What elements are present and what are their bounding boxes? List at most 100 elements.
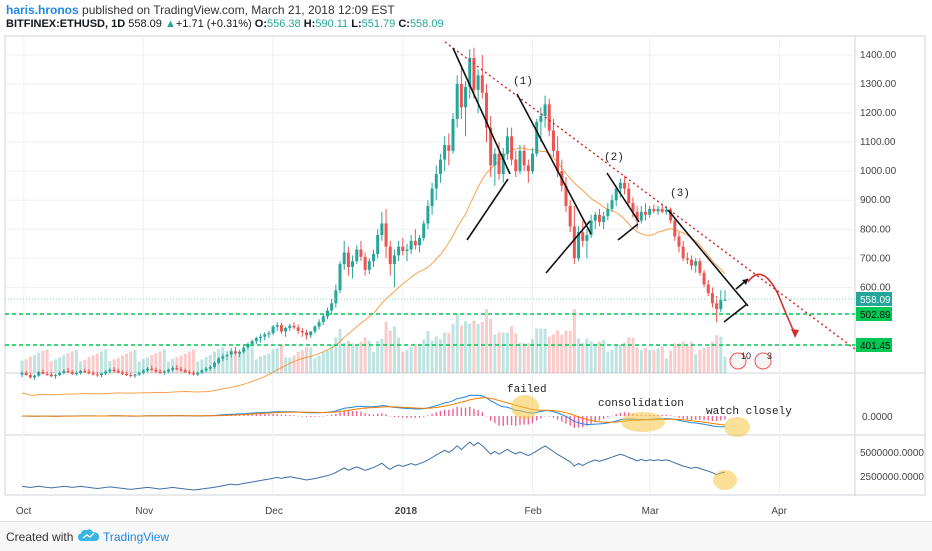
macd-histogram-bar [594,416,596,422]
wedge-3-lower[interactable] [617,223,639,241]
macd-histogram-bar [686,416,689,420]
candle-body [158,371,162,373]
tradingview-brand-link[interactable]: TradingView [103,530,170,544]
volume-bar [53,359,57,373]
breakout-arrowhead [742,279,748,285]
wedge-4-lower[interactable] [723,303,748,323]
volume-bar [401,351,405,373]
macd-histogram-bar [406,416,408,418]
volume-bar [464,321,468,373]
candle-body [401,246,405,252]
candle-body [62,370,66,373]
event-marker-2[interactable]: 3 [754,351,772,370]
candle-body [518,150,522,172]
volume-bar [652,350,656,373]
volume-bar [70,351,74,373]
candle-body [685,258,689,260]
candle-body [451,118,455,151]
wedge-1-lower[interactable] [466,178,509,241]
volume-bar [397,337,401,373]
volume-bar [681,341,685,373]
wedge-drawings[interactable] [452,47,749,323]
symbol-name[interactable]: BITFINEX:ETHUSD, 1D [6,18,126,30]
volume-bar [501,332,505,373]
candle-body [359,249,363,257]
candle-body [271,326,275,334]
candle-body [125,373,129,376]
volume-bar [413,343,417,373]
highlight-failed [511,395,539,419]
macd-histogram-bar [720,416,722,421]
volume-bar [476,324,480,373]
volume-bar [313,358,317,373]
candle-body [242,347,246,352]
wedge-1-upper[interactable] [452,47,511,175]
wedge-3-upper[interactable] [606,172,640,223]
low-label: L: [351,18,362,30]
macd-histogram-bar [293,415,295,416]
wedge-4-upper[interactable] [667,209,749,307]
macd-histogram-bar [565,416,567,424]
candle-body [660,208,664,212]
candle-body [208,366,212,369]
resistance-trendline[interactable] [444,41,856,350]
volume-bar [547,336,551,373]
volume-bar [723,356,727,373]
macd-histogram-bar [703,416,705,421]
macd-histogram-bar [519,416,521,425]
macd-histogram-bar [464,407,467,416]
volume-bar [518,343,522,373]
event-marker-1[interactable]: 10 [729,351,751,370]
macd-histogram-bar [544,416,546,417]
candle-body [346,252,350,268]
macd-histogram-bar [485,416,488,417]
flag-icon[interactable] [729,352,747,370]
symbol-line: BITFINEX:ETHUSD, 1D 558.09 ▲+1.71 (+0.31… [6,18,444,30]
candle-body [200,370,204,373]
candle-body [317,322,321,327]
macd-histogram-bar [527,416,530,425]
chart-area[interactable]: 1400.00 1300.00 1200.00 1100.00 1000.00 900.0… [0,34,932,521]
volume-bar [137,361,141,373]
price-label-support-2-text: 401.45 [860,341,891,352]
volume-bar [41,351,45,373]
volume-bar [146,357,150,373]
candle-body [648,208,652,215]
candle-body [531,153,535,172]
volume-bar [443,332,447,373]
macd-histogram-bar [590,416,592,424]
candle-body [263,334,267,337]
wedge-2-lower[interactable] [545,220,591,274]
macd-histogram-bar [314,416,316,417]
volume-bar [300,350,304,373]
volume-bar [116,357,120,373]
candle-body [455,84,459,119]
volume-bar [610,349,614,373]
candle-body [363,256,367,270]
candle-body [171,368,175,370]
macd-histogram-bar [268,414,270,416]
macd-histogram [21,406,726,429]
tradingview-cloud-icon[interactable] [78,529,100,543]
candle-body [639,211,643,221]
author-link[interactable]: haris.hronos [6,3,79,17]
volume-bar [246,349,250,373]
price-label-support-1-text: 502.89 [860,310,891,321]
candle-body [179,369,183,371]
candle-body [100,373,104,376]
candle-body [233,351,237,354]
candle-body [664,209,668,212]
candle-body [229,351,233,355]
price-label-support-2-bg [856,338,892,352]
volume-bar [66,353,70,373]
candle-body [183,370,187,373]
macd-histogram-bar [343,410,345,416]
time-tick-label: Nov [135,506,153,517]
wedge-2-upper[interactable] [516,93,592,235]
macd-histogram-bar [502,416,504,426]
flag-icon[interactable] [754,352,772,370]
macd-histogram-bar [427,415,429,416]
volume-bar [493,334,497,373]
macd-histogram-bar [456,406,458,416]
macd-histogram-bar [318,416,320,417]
